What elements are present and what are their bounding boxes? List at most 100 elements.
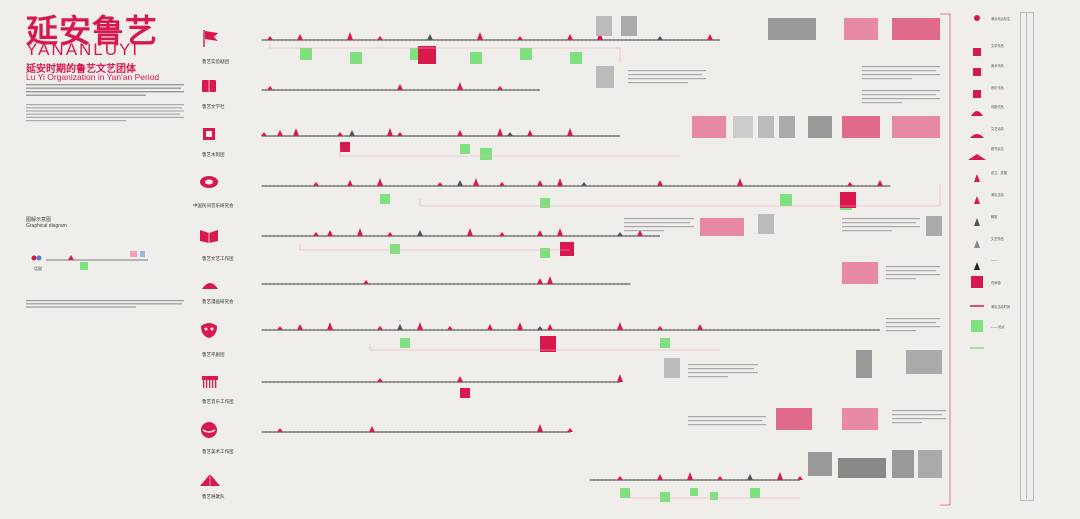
event-marker xyxy=(597,32,603,40)
photo-row5-1 xyxy=(842,262,878,284)
activity-box xyxy=(660,492,670,502)
activity-box xyxy=(620,488,630,498)
event-marker xyxy=(363,280,369,284)
event-marker xyxy=(617,232,623,236)
row-name-9: 鲁艺秧歌队 xyxy=(202,495,225,500)
activity-box xyxy=(660,338,670,348)
event-marker xyxy=(447,326,453,330)
event-marker xyxy=(437,182,443,186)
event-marker xyxy=(507,132,513,136)
activity-box xyxy=(780,194,792,206)
book-icon xyxy=(202,80,216,92)
legend-label-11: —— xyxy=(991,258,998,262)
legend-label-12: 时间轴 xyxy=(991,281,1001,285)
event-marker xyxy=(387,128,393,136)
activity-box xyxy=(300,48,312,60)
event-marker xyxy=(877,180,883,186)
legend-label-13: 演出活动时间 xyxy=(991,305,1011,309)
legend-timeline-axis xyxy=(1026,12,1027,499)
legend-label-1: 文学作品 xyxy=(991,44,1004,48)
photo-row2-7 xyxy=(892,116,940,138)
photo-row4-3 xyxy=(926,216,942,236)
diagram-label-english: Graphical diagram xyxy=(26,223,67,229)
event-marker xyxy=(457,82,463,90)
event-marker xyxy=(517,322,523,330)
photo-row2-6 xyxy=(842,116,880,138)
portrait-photo-2 xyxy=(621,16,637,36)
photo-row4-1 xyxy=(700,218,744,236)
event-marker xyxy=(467,228,473,236)
event-marker xyxy=(617,374,623,382)
document-photo xyxy=(596,66,614,88)
activity-box xyxy=(460,144,470,154)
event-marker xyxy=(657,326,663,330)
event-marker xyxy=(747,474,753,480)
event-marker xyxy=(457,180,463,186)
event-marker xyxy=(567,428,573,432)
event-marker xyxy=(517,36,523,40)
event-marker xyxy=(277,326,283,330)
row-name-4: 鲁艺文艺工作团 xyxy=(202,257,234,262)
event-marker xyxy=(499,182,505,186)
legend-label-3: 音乐作品 xyxy=(991,86,1004,90)
event-marker xyxy=(397,324,403,330)
event-marker xyxy=(717,476,723,480)
activity-box xyxy=(540,248,550,258)
event-marker xyxy=(327,322,333,330)
event-marker xyxy=(537,180,543,186)
example-person-icon-2 xyxy=(36,255,42,261)
diagram-label: 图解示意图 xyxy=(26,217,52,223)
event-marker xyxy=(547,324,553,330)
group-photo-red-2 xyxy=(892,18,940,40)
note-block-7 xyxy=(886,318,940,332)
event-marker xyxy=(657,474,663,480)
intro-text-english xyxy=(26,104,186,127)
activity-box xyxy=(520,48,532,60)
legend-label-8: 演出活动 xyxy=(991,193,1004,197)
event-marker xyxy=(497,86,503,90)
event-marker xyxy=(313,182,319,186)
note-block-1 xyxy=(628,70,706,84)
row-name-0: 鲁艺实验剧团 xyxy=(202,60,229,65)
event-marker xyxy=(527,130,533,136)
row-name-8: 鲁艺美术工作团 xyxy=(202,450,234,455)
legend-label-14: —— 地点 xyxy=(991,325,1005,329)
page-title: 延安鲁艺 xyxy=(26,12,159,50)
event-marker xyxy=(707,34,713,40)
legend-label-0: 演出地点标注 xyxy=(991,17,1011,21)
event-marker xyxy=(797,476,803,480)
event-marker xyxy=(347,180,353,186)
event-marker xyxy=(547,276,553,284)
mask-icon xyxy=(201,323,217,338)
open-book-icon xyxy=(200,230,218,243)
event-marker xyxy=(567,34,573,40)
event-marker xyxy=(387,232,393,236)
note-block-5 xyxy=(842,218,920,232)
event-marker xyxy=(377,326,383,330)
event-marker xyxy=(369,426,375,432)
note-block-8 xyxy=(688,364,758,378)
event-marker xyxy=(357,228,363,236)
fan-icon xyxy=(202,283,218,289)
event-marker xyxy=(349,130,355,136)
work-box xyxy=(560,242,574,256)
event-marker xyxy=(737,178,743,186)
event-marker xyxy=(537,230,543,236)
event-marker xyxy=(397,84,403,90)
event-marker xyxy=(537,326,543,330)
drum-icon xyxy=(200,176,218,188)
activity-box xyxy=(710,492,718,500)
event-marker xyxy=(557,228,563,236)
note-block-10 xyxy=(892,410,946,424)
legend-label-7: 成立、发展 xyxy=(991,171,1007,175)
event-marker xyxy=(297,324,303,330)
event-marker xyxy=(777,472,783,480)
photo-row9-2 xyxy=(838,458,886,478)
row-name-6: 鲁艺平剧团 xyxy=(202,353,225,358)
example-person-icon xyxy=(31,255,37,261)
example-label: 话剧 xyxy=(34,266,42,271)
page-title-english: YANANLUYI xyxy=(26,40,140,59)
event-marker xyxy=(557,178,563,186)
event-marker xyxy=(617,476,623,480)
event-marker xyxy=(567,128,573,136)
